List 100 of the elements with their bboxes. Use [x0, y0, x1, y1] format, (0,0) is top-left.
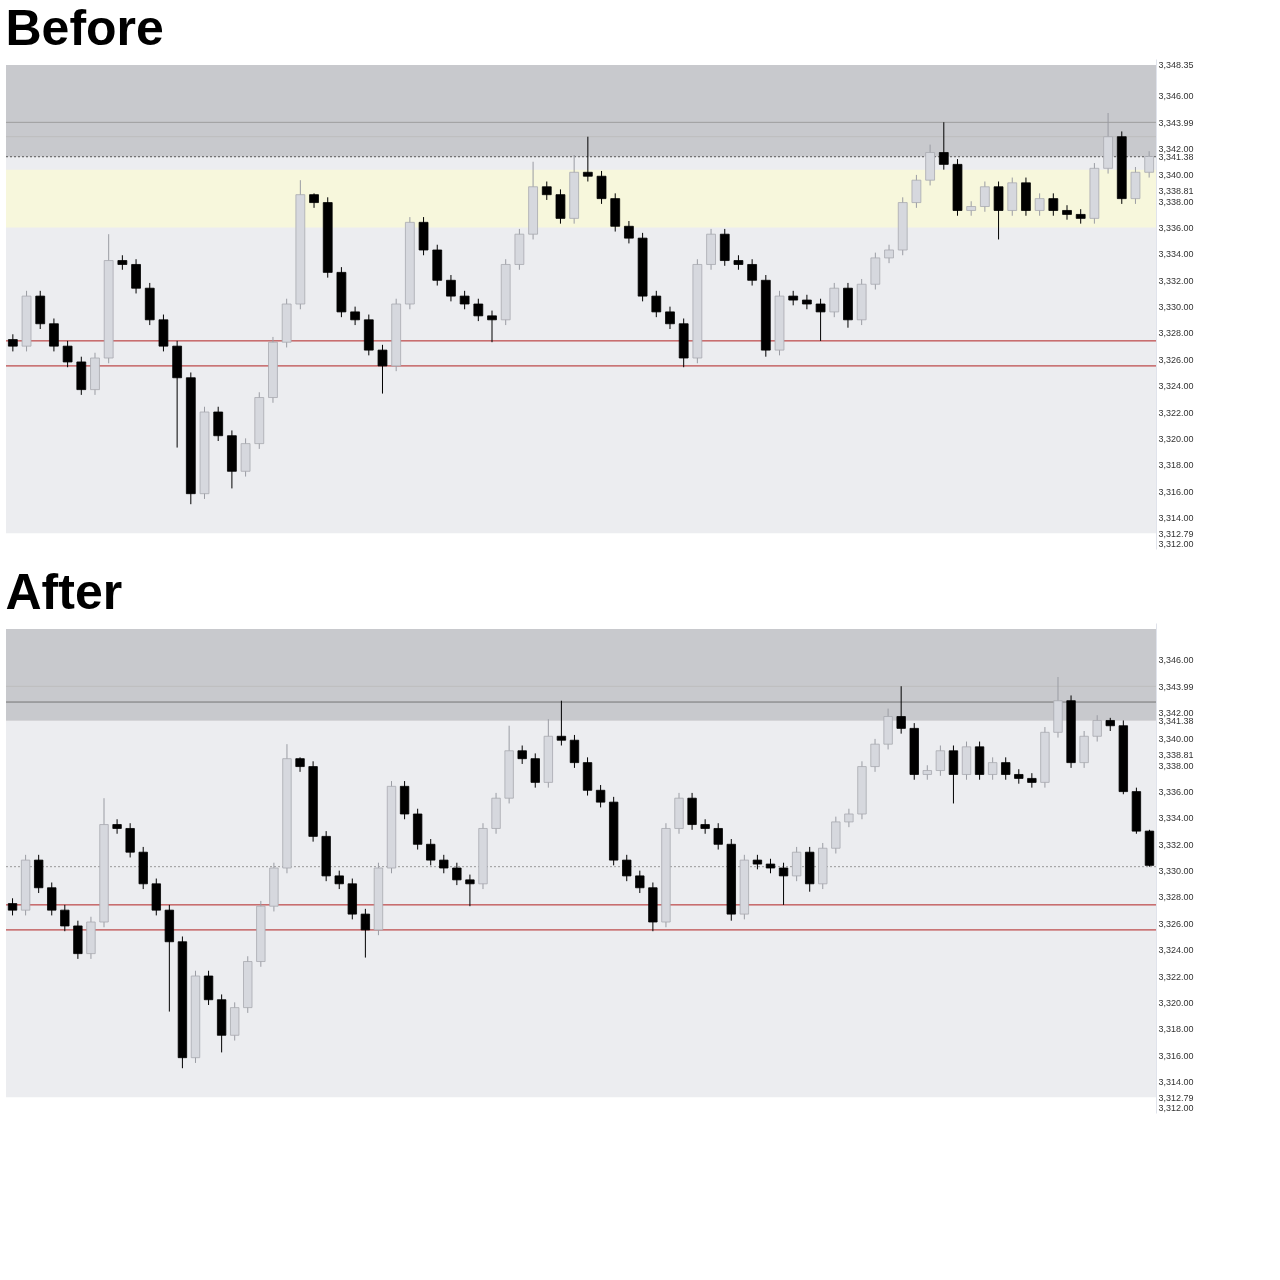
y-tick-label: 3,320.00 [1158, 433, 1194, 444]
candlestick [884, 244, 894, 264]
y-tick-label: 3,338.81 [1158, 186, 1194, 197]
candlestick [377, 344, 388, 395]
candlestick [844, 808, 854, 828]
y-tick-label: 3,332.00 [1158, 275, 1194, 286]
y-tick-label: 3,312.79 [1158, 1092, 1194, 1103]
y-tick-label: 3,324.00 [1158, 381, 1194, 392]
y-tick-label: 3,324.00 [1158, 945, 1194, 956]
candlestick [700, 818, 710, 835]
candlestick [596, 170, 607, 205]
candlestick [935, 745, 946, 777]
y-tick-label: 3,328.00 [1158, 328, 1194, 339]
candlestick [911, 174, 922, 209]
candlestick [334, 870, 344, 890]
y-tick-label: 3,346.00 [1158, 655, 1194, 666]
candlestick [203, 970, 214, 1006]
candlestick [131, 258, 141, 294]
y-tick-label: 3,326.00 [1158, 918, 1194, 929]
y-tick-label: 3,322.00 [1158, 407, 1194, 418]
y-tick-label: 3,346.00 [1158, 91, 1194, 102]
candlestick [624, 220, 634, 244]
candlestick [426, 838, 436, 866]
candlestick [1062, 204, 1072, 221]
y-tick-label: 3,330.00 [1158, 302, 1194, 313]
candlestick [530, 752, 540, 789]
candlestick [569, 734, 580, 769]
candlestick [635, 870, 645, 894]
candlestick [1048, 192, 1059, 217]
y-tick-label: 3,316.00 [1158, 486, 1194, 497]
candlestick [439, 854, 449, 874]
y-tick-label: 3,338.81 [1158, 750, 1194, 761]
y-tick-label: 3,322.00 [1158, 971, 1194, 982]
candlestick [896, 685, 906, 735]
candlestick [487, 310, 497, 343]
y-tick-label: 3,332.00 [1158, 839, 1194, 850]
candlestick [948, 745, 959, 804]
y-tick-label: 3,343.99 [1158, 681, 1194, 692]
candlestick [713, 822, 723, 851]
y-tick-label: 3,338.00 [1158, 196, 1194, 207]
candlestick [622, 854, 632, 882]
candlestick [465, 874, 475, 907]
y-tick-label: 3,312.00 [1158, 539, 1194, 550]
y-tick-label: 3,343.99 [1158, 117, 1194, 128]
chart-title: Before [5, 0, 164, 56]
candlestick [747, 258, 757, 287]
candlestick [452, 862, 462, 886]
candlestick [125, 822, 135, 858]
y-tick-label: 3,316.00 [1158, 1050, 1194, 1061]
y-tick-label: 3,312.00 [1158, 1103, 1194, 1114]
candlestick [651, 290, 662, 318]
candlestick [350, 306, 360, 326]
candlestick [360, 908, 371, 959]
y-tick-label: 3,334.00 [1158, 249, 1194, 260]
candlestick [555, 188, 566, 225]
y-tick-label: 3,334.00 [1158, 813, 1194, 824]
candlestick [1027, 772, 1037, 789]
candlestick [993, 181, 1004, 240]
candlestick [49, 317, 59, 352]
y-tick-label: 3,328.00 [1158, 892, 1194, 903]
candlestick [988, 756, 998, 781]
y-tick-label: 3,336.00 [1158, 223, 1194, 234]
candlestick [473, 298, 484, 322]
candlestick [1001, 756, 1011, 781]
candlestick [980, 181, 990, 213]
candlestick [665, 306, 675, 330]
chart-title: After [5, 564, 123, 620]
y-tick-label: 3,340.00 [1158, 734, 1194, 745]
candlestick [556, 700, 567, 746]
candlestick [1092, 714, 1102, 743]
candlestick [870, 738, 880, 773]
candlestick [541, 181, 552, 201]
candlestick [47, 881, 57, 916]
candlestick [60, 904, 70, 932]
candlestick [446, 274, 456, 302]
candlestick [815, 298, 826, 342]
y-tick-label: 3,348.35 [1158, 60, 1194, 71]
y-tick-label: 3,312.79 [1158, 528, 1194, 539]
y-tick-label: 3,330.00 [1158, 866, 1194, 877]
candlestick [778, 862, 789, 906]
y-tick-label: 3,314.00 [1158, 512, 1194, 523]
y-tick-label: 3,320.00 [1158, 997, 1194, 1008]
y-tick-label: 3,318.00 [1158, 460, 1194, 471]
y-tick-label: 3,340.00 [1158, 170, 1194, 181]
candlestick [1144, 150, 1154, 179]
candlestick [829, 282, 840, 318]
candlestick [1034, 192, 1045, 217]
y-tick-label: 3,318.00 [1158, 1024, 1194, 1035]
candlestick [802, 294, 812, 310]
y-tick-label: 3,336.00 [1158, 787, 1194, 798]
candlestick [459, 290, 470, 310]
candlestick [517, 745, 527, 765]
candlestick [583, 136, 593, 182]
candlestick [595, 784, 606, 808]
y-tick-label: 3,314.00 [1158, 1076, 1194, 1087]
candlestick [62, 340, 73, 368]
y-tick-label: 3,338.00 [1158, 760, 1194, 771]
candlestick [112, 818, 122, 835]
candlestick [938, 121, 949, 171]
candlestick [213, 406, 224, 442]
